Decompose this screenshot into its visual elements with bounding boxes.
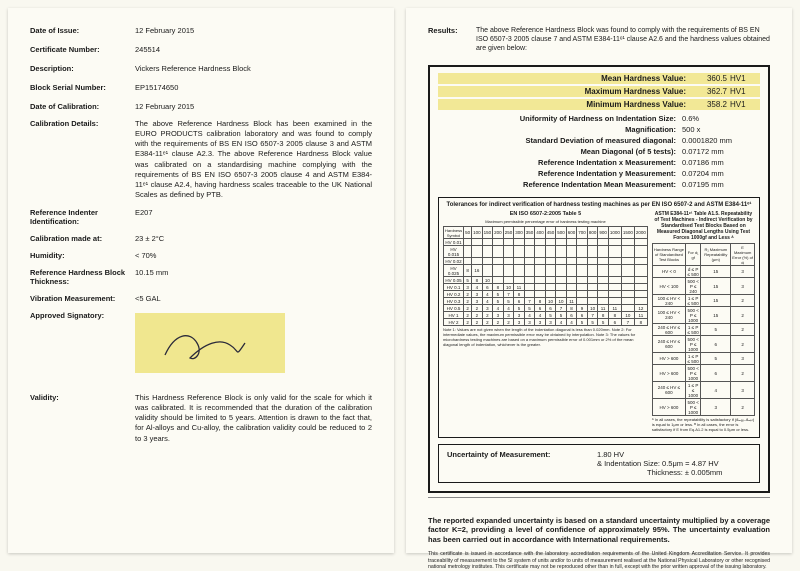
astm-tolerance-table: Hardness Range of Standardised Test Bloc… bbox=[652, 243, 755, 416]
field-label: Humidity: bbox=[30, 251, 135, 260]
field-label: Reference Indenter Identification: bbox=[30, 208, 135, 226]
param-value: 500 x bbox=[682, 125, 760, 134]
uncertainty-label: Uncertainty of Measurement: bbox=[447, 450, 597, 477]
param-label: Standard Deviation of measured diagonal: bbox=[438, 136, 682, 145]
hv-unit: HV1 bbox=[730, 74, 760, 83]
field-label: Vibration Measurement: bbox=[30, 294, 135, 303]
field-value: 10.15 mm bbox=[135, 268, 372, 286]
hv-label: Minimum Hardness Value: bbox=[438, 100, 692, 109]
param-label: Magnification: bbox=[438, 125, 682, 134]
field-label: Calibration made at: bbox=[30, 234, 135, 243]
uncertainty-box: Uncertainty of Measurement: 1.80 HV & In… bbox=[438, 444, 760, 483]
tol-left-title: EN ISO 6507-2:2005 Table 5 bbox=[443, 211, 648, 217]
param-value: 0.6% bbox=[682, 114, 760, 123]
field-label: Date of Issue: bbox=[30, 26, 135, 35]
approved-signatory-label: Approved Signatory: bbox=[30, 311, 135, 373]
certificate-left-page: Date of Issue: 12 February 2015 Certifica… bbox=[8, 8, 394, 553]
tolerances-box: Tolerances for indirect verification of … bbox=[438, 197, 760, 437]
param-label: Reference Indentation y Measurement: bbox=[438, 169, 682, 178]
certificate-right-page: Results: The above Reference Hardness Bl… bbox=[406, 8, 792, 553]
field-label: Certificate Number: bbox=[30, 45, 135, 54]
astm-table-notes: ᴬ In all cases, the repeatability is sat… bbox=[652, 418, 755, 432]
hv-unit: HV1 bbox=[730, 87, 760, 96]
field-value: Vickers Reference Hardness Block bbox=[135, 64, 372, 73]
field-value: < 70% bbox=[135, 251, 372, 260]
param-value: 0.07172 mm bbox=[682, 147, 760, 156]
hv-label: Mean Hardness Value: bbox=[438, 74, 692, 83]
field-value: <5 GAL bbox=[135, 294, 372, 303]
param-value: 0.0001820 mm bbox=[682, 136, 760, 145]
iso-tolerance-table: Hardness Symbol5010015020025030035040045… bbox=[443, 226, 648, 326]
validity-text: This Hardness Reference Block is only va… bbox=[135, 393, 372, 444]
param-label: Reference Indentation x Measurement: bbox=[438, 158, 682, 167]
hv-unit: HV1 bbox=[730, 100, 760, 109]
hv-label: Maximum Hardness Value: bbox=[438, 87, 692, 96]
results-box: Mean Hardness Value: 360.5 HV1 Maximum Ha… bbox=[428, 65, 770, 492]
signature-icon bbox=[135, 313, 285, 373]
calibration-details-label: Calibration Details: bbox=[30, 119, 135, 200]
tol-left-sub: Maximum permissible percentage error of … bbox=[443, 219, 648, 224]
results-intro: The above Reference Hardness Block was f… bbox=[476, 26, 770, 53]
footer-bold: The reported expanded uncertainty is bas… bbox=[428, 516, 770, 545]
param-label: Uniformity of Hardness on Indentation Si… bbox=[438, 114, 682, 123]
field-value: 23 ± 2°C bbox=[135, 234, 372, 243]
field-value: 12 February 2015 bbox=[135, 102, 372, 111]
uncertainty-thickness: Thickness: ± 0.005mm bbox=[597, 468, 751, 477]
uncertainty-hv: 1.80 HV bbox=[597, 450, 751, 459]
param-value: 0.07204 mm bbox=[682, 169, 760, 178]
param-value: 0.07195 mm bbox=[682, 180, 760, 189]
hv-value: 362.7 bbox=[692, 87, 730, 96]
hv-value: 358.2 bbox=[692, 100, 730, 109]
iso-table-notes: Note 1: Values are not given when the le… bbox=[443, 328, 648, 347]
hv-value: 360.5 bbox=[692, 74, 730, 83]
field-label: Block Serial Number: bbox=[30, 83, 135, 92]
validity-label: Validity: bbox=[30, 393, 135, 444]
field-value: 12 February 2015 bbox=[135, 26, 372, 35]
signature-box bbox=[135, 313, 285, 373]
uncertainty-indent: & Indentation Size: 0.5μm = 4.87 HV bbox=[597, 459, 751, 468]
field-label: Date of Calibration: bbox=[30, 102, 135, 111]
field-label: Description: bbox=[30, 64, 135, 73]
calibration-details-text: The above Reference Hardness Block has b… bbox=[135, 119, 372, 200]
field-value: EP15174650 bbox=[135, 83, 372, 92]
field-value: E207 bbox=[135, 208, 372, 226]
param-label: Reference Indentation Mean Measurement: bbox=[438, 180, 682, 189]
param-value: 0.07186 mm bbox=[682, 158, 760, 167]
tol-right-title: ASTM E384-11ᵉ¹ Table A1.5. Repeatability… bbox=[652, 211, 755, 241]
results-label: Results: bbox=[428, 26, 476, 61]
field-value: 245514 bbox=[135, 45, 372, 54]
field-label: Reference Hardness Block Thickness: bbox=[30, 268, 135, 286]
param-label: Mean Diagonal (of 5 tests): bbox=[438, 147, 682, 156]
tolerances-title: Tolerances for indirect verification of … bbox=[443, 202, 755, 208]
